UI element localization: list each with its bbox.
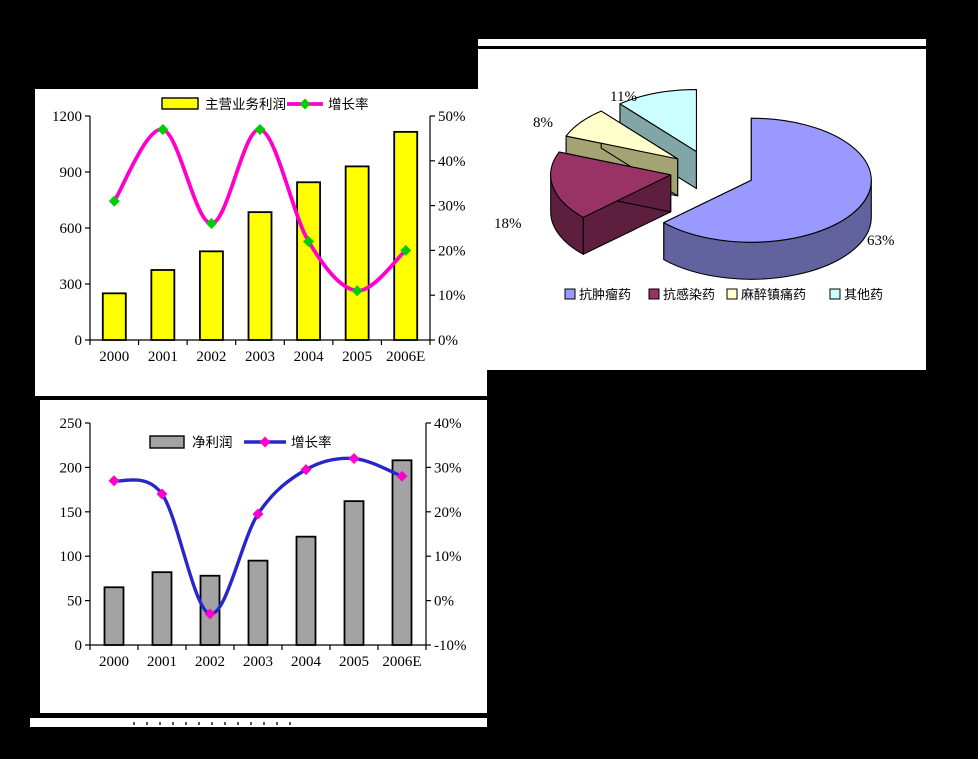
- x-axis-category-label: 2005: [342, 349, 372, 365]
- x-axis-category-label: 2006E: [382, 654, 421, 670]
- pie-legend-label: 抗肿瘤药: [579, 287, 631, 302]
- x-axis-category-label: 2003: [243, 654, 273, 670]
- right-axis-tick-label: 10%: [434, 549, 462, 565]
- left-axis-tick-label: 900: [60, 165, 83, 181]
- x-axis-category-label: 2004: [294, 349, 325, 365]
- line-marker-2006E: [396, 470, 408, 482]
- left-axis-tick-label: 1200: [52, 109, 82, 125]
- bar-2005: [344, 165, 370, 341]
- x-axis-category-label: 2005: [339, 654, 369, 670]
- pie-slice-top-63%: [663, 117, 872, 243]
- right-axis-tick-label: 0%: [438, 333, 458, 349]
- bar-2003: [247, 559, 269, 646]
- x-axis-category-label: 2001: [148, 349, 178, 365]
- bar-2002: [199, 250, 224, 341]
- x-axis-category-label: 2002: [195, 654, 225, 670]
- line-marker-2000: [108, 195, 120, 207]
- pie-legend-label: 麻醉镇痛药: [741, 287, 806, 302]
- line-marker-2001: [156, 488, 168, 500]
- main-profit-combo-chart: 0 300 600 900 1200 0% 10% 20% 30% 40% 50% 2000 2001 2…: [52, 96, 466, 365]
- right-axis-tick-label: 20%: [438, 243, 466, 259]
- right-axis-tick-label: 30%: [438, 199, 466, 215]
- legend-line-label: 增长率: [291, 434, 332, 450]
- pie-legend-swatch: [648, 288, 660, 300]
- legend-bar-label: 主营业务利润: [205, 97, 286, 112]
- right-axis-tick-label: 10%: [438, 288, 466, 304]
- x-axis-category-label: 2000: [99, 654, 129, 670]
- right-axis-tick-label: 40%: [438, 154, 466, 170]
- panel-top-rule: [478, 46, 926, 49]
- bar-2006E: [391, 459, 413, 646]
- left-axis-tick-label: 300: [60, 277, 83, 293]
- bar-2004: [295, 535, 317, 646]
- legend-line-marker: [259, 436, 271, 448]
- right-axis-tick-label: 50%: [438, 109, 466, 125]
- left-axis-tick-label: 0: [75, 638, 83, 654]
- bar-2003: [247, 211, 273, 341]
- x-axis-category-label: 2000: [99, 349, 129, 365]
- left-axis-tick-label: 250: [60, 416, 83, 432]
- line-marker-2006E: [400, 244, 412, 256]
- pie-legend-swatch: [829, 288, 841, 300]
- x-axis-category-label: 2004: [291, 654, 322, 670]
- left-axis-tick-label: 100: [60, 549, 83, 565]
- pie-chart-panel: 63% 18% 8% 11% 抗肿瘤药 抗感染药 麻醉镇痛药 其他药: [478, 39, 926, 370]
- main-profit-chart-panel: 0 300 600 900 1200 0% 10% 20% 30% 40% 50% 2000 2001 2…: [35, 89, 487, 396]
- cutoff-caption-strip: [30, 715, 487, 727]
- bar-2000: [101, 292, 127, 341]
- bar-2004: [296, 181, 321, 341]
- right-axis-tick-label: 0%: [434, 594, 454, 610]
- right-axis-tick-label: 40%: [434, 416, 462, 432]
- pie-legend-label: 其他药: [844, 287, 883, 302]
- bar-2001: [151, 571, 173, 646]
- legend-bar-swatch: [149, 435, 185, 449]
- pie-pct-label: 18%: [494, 216, 522, 232]
- pie-legend-swatch: [726, 288, 738, 300]
- bar-2005: [343, 500, 365, 646]
- bar-2001: [150, 269, 176, 341]
- legend-line-marker: [299, 98, 311, 110]
- x-axis-category-label: 2001: [147, 654, 177, 670]
- line-marker-2003: [254, 123, 266, 135]
- pie-slice-top-18%: [550, 151, 672, 218]
- line-marker-2002: [204, 608, 216, 620]
- pie-pct-label: 8%: [533, 115, 553, 131]
- right-axis-tick-label: -10%: [434, 638, 467, 654]
- bar-2006E: [393, 130, 419, 341]
- line-marker-2004: [303, 235, 315, 247]
- line-marker-2001: [157, 123, 169, 135]
- line-marker-2005: [351, 285, 363, 297]
- right-axis-tick-label: 20%: [434, 505, 462, 521]
- pie-slice-top-8%: [565, 110, 679, 160]
- pie-slice-top-11%: [619, 89, 697, 153]
- left-axis-tick-label: 50: [67, 594, 82, 610]
- right-axis-tick-label: 30%: [434, 460, 462, 476]
- line-marker-2000: [108, 475, 120, 487]
- pie-legend-swatch: [564, 288, 576, 300]
- left-axis-tick-label: 200: [60, 460, 83, 476]
- cutoff-caption-marks: [133, 722, 293, 725]
- legend-bar-swatch: [161, 97, 199, 110]
- legend-line-label: 增长率: [328, 96, 369, 112]
- line-marker-2005: [348, 453, 360, 465]
- net-profit-chart-panel: 0 50 100 150 200 250 -10% 0% 10% 20% 30% 40% 2000 200…: [40, 400, 487, 715]
- x-axis-category-label: 2006E: [386, 349, 425, 365]
- line-marker-2004: [300, 464, 312, 476]
- x-axis-category-label: 2003: [245, 349, 275, 365]
- net-profit-combo-chart: 0 50 100 150 200 250 -10% 0% 10% 20% 30% 40% 2000 200…: [60, 416, 467, 670]
- bar-2000: [103, 586, 125, 646]
- pie-pct-label: 11%: [610, 89, 637, 105]
- pie-pct-label: 63%: [867, 233, 895, 249]
- left-axis-tick-label: 0: [75, 333, 83, 349]
- drug-category-pie-chart: 63% 18% 8% 11% 抗肿瘤药 抗感染药 麻醉镇痛药 其他药: [494, 89, 895, 302]
- line-marker-2002: [205, 218, 217, 230]
- legend-bar-label: 净利润: [192, 435, 233, 450]
- x-axis-category-label: 2002: [196, 349, 226, 365]
- left-axis-tick-label: 600: [60, 221, 83, 237]
- left-axis-tick-label: 150: [60, 505, 83, 521]
- pie-legend-label: 抗感染药: [663, 287, 715, 302]
